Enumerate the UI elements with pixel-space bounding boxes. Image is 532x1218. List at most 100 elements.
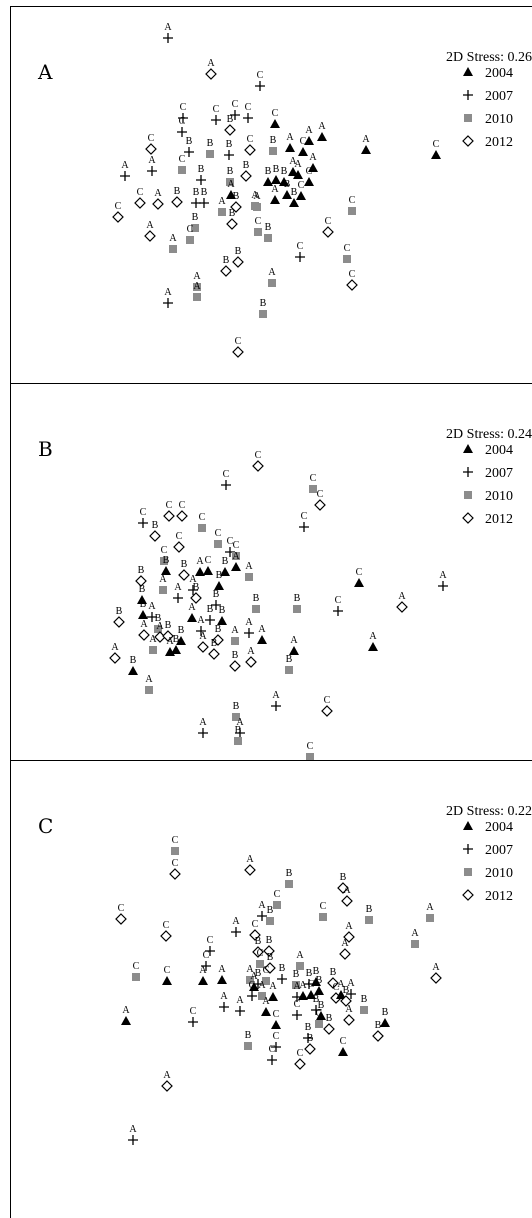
point-label: C [176,531,183,542]
point-2007 [346,989,356,999]
point-2004 [279,177,289,186]
point-2012 [232,346,244,358]
point-label: C [340,1036,347,1047]
point-label: A [189,574,197,585]
point-label: B [382,1007,389,1018]
point-2010 [258,992,266,1000]
point-label: B [330,967,337,978]
point-label: A [164,22,172,33]
legend-label-2010: 2010 [485,489,513,504]
point-2007 [255,81,265,91]
point-2010 [306,753,314,761]
point-label: B [173,634,180,645]
point-2004 [311,977,321,986]
point-label: B [266,935,273,946]
point-label: C [190,1006,197,1017]
point-2010 [246,976,254,984]
point-label: B [207,138,214,149]
point-label: C [180,102,187,113]
point-label: B [138,565,145,576]
point-2007 [295,252,305,262]
point-2007 [199,198,209,208]
point-2012 [343,1014,355,1026]
point-2007 [230,110,240,120]
point-label: A [347,978,355,989]
point-label: A [163,1070,171,1081]
point-2010 [171,847,179,855]
point-2012 [340,995,352,1007]
point-2010 [132,973,140,981]
legend-marker-2010 [464,491,472,499]
point-label: A [294,159,302,170]
point-label: A [343,885,351,896]
point-label: B [255,968,262,979]
legend-label-2012: 2012 [485,889,513,904]
point-label: A [398,591,406,602]
point-label: C [433,139,440,150]
point-label: B [313,994,320,1005]
point-label: B [152,520,159,531]
point-2004 [176,636,186,645]
point-label: C [140,507,147,518]
point-2012 [245,656,257,668]
point-2010 [191,224,199,232]
stress-value: 2D Stress: 0.22 [446,804,532,819]
point-label: C [163,920,170,931]
point-label: A [140,619,148,630]
point-label: C [235,336,242,347]
point-2007 [178,113,188,123]
point-label: B [286,654,293,665]
point-2010 [273,901,281,909]
point-2004 [198,976,208,985]
point-label: A [121,160,129,171]
point-2004 [306,990,316,999]
point-label: A [362,134,370,145]
point-label: B [186,136,193,147]
point-2010 [411,940,419,948]
point-label: C [223,469,230,480]
point-label: C [164,965,171,976]
point-2010 [285,880,293,888]
point-2010 [309,485,317,493]
point-label: B [213,589,220,600]
point-label: B [155,613,162,624]
point-2012 [224,124,236,136]
legend-label-2007: 2007 [485,843,513,858]
point-label: B [233,701,240,712]
legend-marker-2012 [462,889,474,901]
point-2012 [112,211,124,223]
point-2007 [235,728,245,738]
point-2012 [161,1080,173,1092]
point-2007 [163,33,173,43]
point-label: B [340,872,347,883]
point-label: B [178,625,185,636]
point-2004 [226,190,236,199]
point-2004 [257,635,267,644]
point-label: A [232,551,240,562]
point-label: C [294,999,301,1010]
point-label: C [203,950,210,961]
point-label: B [273,164,280,175]
point-label: A [111,642,119,653]
point-label: B [130,655,137,666]
point-2007 [198,728,208,738]
point-2012 [341,895,353,907]
point-2012 [144,230,156,242]
point-label: C [316,1008,323,1019]
point-label: A [439,570,447,581]
point-label: C [320,901,327,912]
point-label: A [218,196,226,207]
point-2010 [160,557,168,565]
point-2004 [203,566,213,575]
point-label: B [316,975,323,986]
point-label: A [271,184,279,195]
point-2010 [198,524,206,532]
point-label: C [349,195,356,206]
point-2010 [348,207,356,215]
point-2012 [430,972,442,984]
point-label: B [140,599,147,610]
point-label: C [115,201,122,212]
point-2004 [296,191,306,200]
legend-label-2004: 2004 [485,820,513,835]
panel-frame [10,760,532,1218]
